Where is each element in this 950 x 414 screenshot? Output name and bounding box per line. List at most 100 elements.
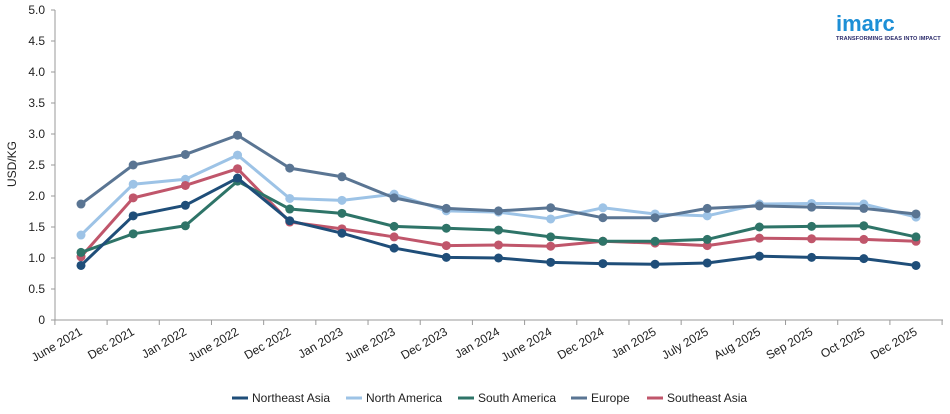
data-point (650, 259, 660, 269)
data-point (807, 234, 817, 244)
data-point (859, 221, 869, 231)
y-tick-label: 4.5 (28, 34, 45, 48)
imarc-logo: imarc TRANSFORMING IDEAS INTO IMPACT (836, 11, 941, 42)
x-tick-label: Oct 2025 (818, 324, 867, 361)
x-tick-label: Sep 2025 (764, 324, 816, 362)
data-point (911, 260, 921, 270)
legend-label: North America (366, 391, 442, 405)
data-point (233, 150, 243, 160)
data-point (389, 221, 399, 231)
data-point (754, 233, 764, 243)
x-tick-label: Dec 2022 (242, 324, 294, 362)
data-point (546, 257, 556, 267)
data-point (337, 228, 347, 238)
logo-tagline: TRANSFORMING IDEAS INTO IMPACT (836, 36, 941, 42)
data-point (441, 203, 451, 213)
data-point (128, 160, 138, 170)
data-point (702, 203, 712, 213)
data-point (754, 201, 764, 211)
data-point (494, 206, 503, 216)
y-tick-label: 2.5 (28, 158, 45, 172)
series-europe (76, 130, 921, 223)
axes (54, 10, 943, 321)
y-tick-label: 0.5 (28, 282, 45, 296)
x-tick-label: June 2023 (342, 324, 398, 364)
data-point (546, 203, 556, 213)
data-point (702, 241, 712, 251)
data-point (754, 251, 764, 261)
data-point (128, 211, 138, 221)
data-point (180, 149, 190, 159)
data-point (859, 203, 869, 213)
data-point (650, 213, 660, 223)
legend-item: Europe (571, 391, 630, 405)
logo-wordmark: imarc (836, 11, 895, 36)
legend-item: Northeast Asia (232, 391, 330, 405)
data-point (598, 213, 608, 223)
legend-item: North America (346, 391, 442, 405)
data-point (76, 260, 86, 270)
data-point (180, 200, 190, 210)
x-tick-label: July 2025 (659, 324, 711, 362)
y-axis-title: USD/KG (5, 141, 19, 187)
data-point (494, 240, 503, 250)
legend-label: South America (478, 391, 556, 405)
series-layer (76, 130, 921, 270)
x-tick-label: Dec 2023 (398, 324, 450, 362)
data-point (233, 164, 243, 174)
data-point (337, 172, 347, 182)
data-point (494, 253, 503, 263)
data-point (337, 195, 347, 205)
legend: Northeast Asia North America South America… (232, 391, 747, 405)
data-point (754, 222, 764, 232)
data-point (441, 252, 451, 262)
y-tick-label: 5.0 (28, 3, 45, 17)
data-point (807, 221, 817, 231)
data-point (285, 216, 295, 226)
data-point (76, 199, 86, 209)
data-point (285, 204, 295, 214)
legend-item: South America (458, 391, 556, 405)
data-point (128, 193, 138, 203)
data-point (389, 243, 399, 253)
series-southeast-asia (76, 164, 921, 262)
x-tick-label: June 2024 (499, 324, 555, 364)
data-point (441, 223, 451, 233)
data-point (441, 241, 451, 251)
data-point (911, 232, 921, 242)
x-tick-label: Jan 2025 (609, 324, 659, 361)
data-point (807, 202, 817, 212)
data-point (389, 193, 399, 203)
y-tick-label: 1.0 (28, 251, 45, 265)
y-tick-label: 0 (38, 313, 45, 327)
x-tick-label: Aug 2025 (711, 324, 763, 362)
series-northeast-asia (76, 173, 921, 270)
x-tick-label: Dec 2025 (868, 324, 920, 362)
y-axis-ticks: 0 0.5 1.0 1.5 2.0 2.5 3.0 3.5 4.0 4.5 5.0 (28, 3, 55, 327)
y-tick-label: 1.5 (28, 220, 45, 234)
y-tick-label: 3.5 (28, 96, 45, 110)
series-south-america (76, 176, 921, 257)
series-line (79, 176, 918, 267)
data-point (546, 214, 556, 224)
x-tick-label: June 2022 (186, 324, 242, 364)
legend-label: Northeast Asia (252, 391, 330, 405)
data-point (702, 258, 712, 268)
legend-label: Europe (591, 391, 630, 405)
data-point (859, 234, 869, 244)
data-point (702, 234, 712, 244)
data-point (546, 232, 556, 242)
data-point (128, 229, 138, 239)
x-tick-label: Jan 2024 (452, 324, 502, 361)
data-point (807, 252, 817, 262)
x-tick-label: June 2021 (29, 324, 85, 364)
data-point (180, 180, 190, 190)
data-point (598, 203, 608, 213)
data-point (285, 163, 295, 173)
data-point (494, 225, 503, 235)
data-point (598, 236, 608, 246)
data-point (546, 241, 556, 251)
legend-item: Southeast Asia (647, 391, 747, 405)
